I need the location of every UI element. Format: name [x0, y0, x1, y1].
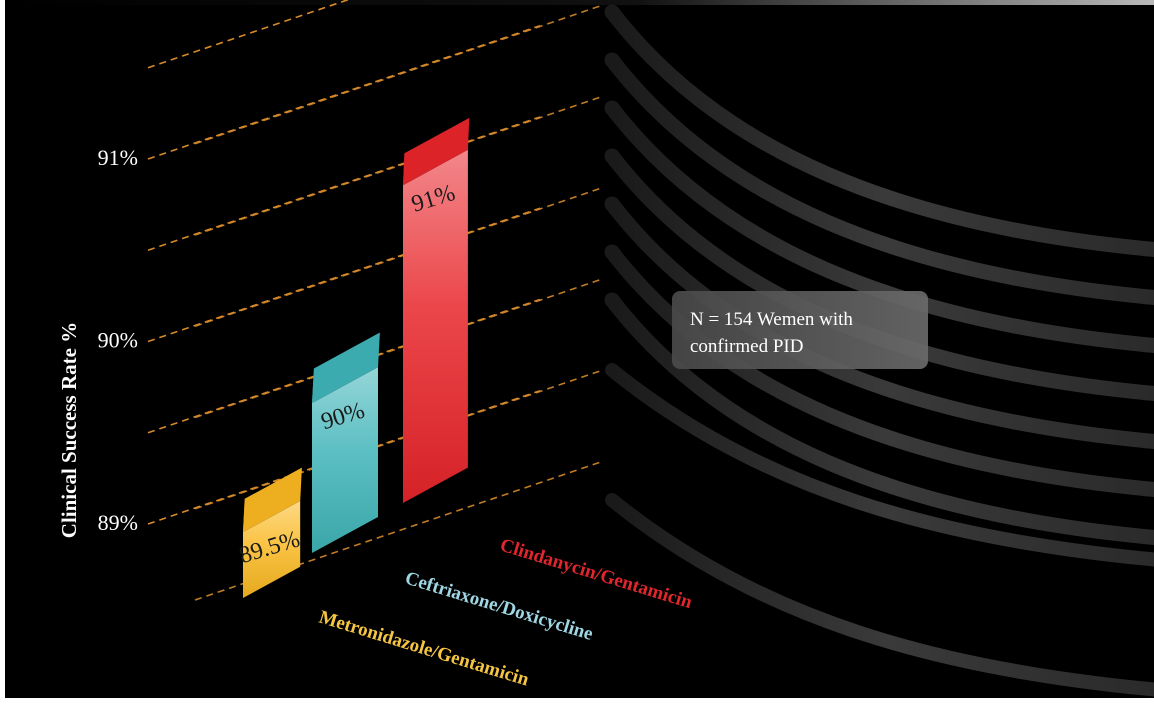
y-axis-ticks: 89% 90% 91%	[98, 145, 138, 535]
decorative-arc	[604, 52, 1154, 305]
bars: 89.5%90% 91%	[236, 117, 470, 598]
annotation-line-1: N = 154 Wemen with	[690, 309, 853, 330]
bar-top-face	[312, 332, 380, 404]
decorative-arc	[605, 363, 1154, 567]
y-axis-label: Clinical Success Rate %	[57, 322, 81, 538]
y-tick-label: 91%	[98, 145, 138, 170]
bar: 91%	[403, 117, 470, 504]
bar-front-face	[403, 149, 468, 504]
bar: 89.5%	[236, 467, 303, 598]
decorative-arc	[605, 493, 1154, 697]
y-tick-label: 90%	[98, 328, 138, 353]
bar-front-face	[312, 367, 378, 553]
y-tick-label: 89%	[98, 510, 138, 535]
annotation-background	[672, 291, 928, 369]
annotation-box: N = 154 Wemen with confirmed PID	[672, 291, 928, 369]
bar: 90%	[312, 332, 380, 553]
annotation-line-2: confirmed PID	[690, 336, 803, 357]
decorative-arc	[604, 100, 1154, 353]
top-edge-highlight	[5, 0, 1154, 5]
chart-background	[5, 4, 1154, 698]
decorative-arc	[604, 244, 1154, 497]
bar-top-face	[243, 467, 302, 533]
bar-top-face	[403, 117, 470, 186]
grid-line	[147, 0, 350, 69]
bar-front-face	[243, 500, 301, 598]
decorative-arc	[604, 4, 1154, 257]
decorative-arc	[604, 292, 1154, 545]
